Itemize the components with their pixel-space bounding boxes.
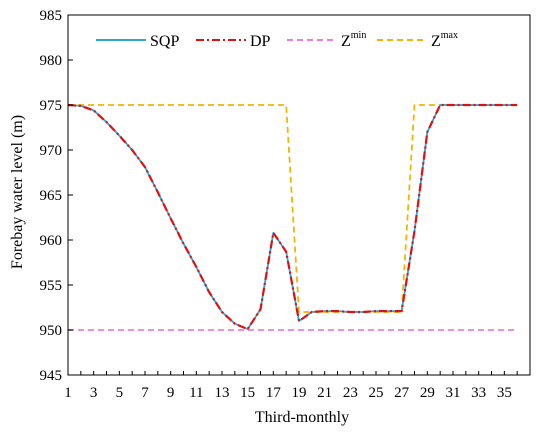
- plot-lines: [67, 103, 518, 331]
- x-tick-label: 11: [189, 385, 203, 401]
- x-tick-label: 5: [116, 385, 124, 401]
- x-axis: 1 3 5 7 9 11 13 15 17 19 21 23 25 27 29 31 33 35: [64, 371, 531, 401]
- x-tick-label: 19: [292, 385, 307, 401]
- y-tick-label: 950: [40, 323, 63, 339]
- legend-label-sqp: SQP: [150, 33, 179, 50]
- x-tick-label: 27: [394, 385, 410, 401]
- x-tick-label: 35: [497, 385, 512, 401]
- y-tick-label: 980: [40, 53, 63, 69]
- x-tick-label: 25: [369, 385, 384, 401]
- x-tick-label: 23: [343, 385, 358, 401]
- x-tick-label: 21: [317, 385, 332, 401]
- y-tick-label: 970: [40, 143, 63, 159]
- y-tick-label: 960: [40, 233, 63, 249]
- legend: SQP DP Zmin Zmax: [96, 30, 458, 50]
- legend-label-dp: DP: [250, 33, 271, 50]
- y-tick-label: 985: [40, 8, 63, 24]
- y-tick-label: 945: [40, 368, 63, 384]
- x-tick-label: 7: [141, 385, 149, 401]
- series-line-dp: [67, 103, 518, 331]
- y-axis-title: Forebay water level (m): [9, 115, 26, 269]
- y-tick-label: 975: [40, 98, 63, 114]
- legend-label-zmin: Zmin: [341, 30, 366, 50]
- x-tick-label: 3: [90, 385, 98, 401]
- x-axis-title: Third-monthly: [255, 409, 349, 426]
- y-tick-label: 955: [40, 278, 63, 294]
- x-tick-label: 31: [446, 385, 461, 401]
- x-tick-label: 9: [167, 385, 175, 401]
- x-tick-label: 1: [64, 385, 72, 401]
- x-tick-label: 33: [471, 385, 486, 401]
- x-tick-label: 29: [420, 385, 435, 401]
- x-tick-label: 17: [266, 385, 282, 401]
- x-tick-label: 15: [240, 385, 255, 401]
- x-tick-label: 13: [215, 385, 230, 401]
- legend-label-zmax: Zmax: [431, 30, 458, 50]
- y-tick-label: 965: [40, 188, 63, 204]
- y-axis: 945 950 955 960 965 970 975 980 985: [40, 8, 73, 384]
